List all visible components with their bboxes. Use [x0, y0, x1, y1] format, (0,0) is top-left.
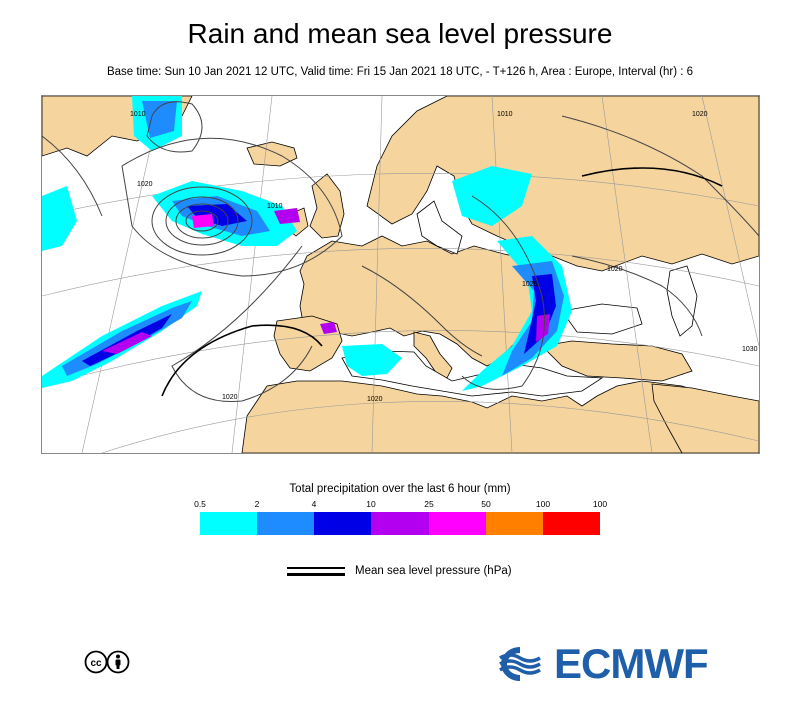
- ecmwf-swirl-icon: [499, 647, 541, 681]
- legend-tick: 50: [481, 499, 491, 509]
- ecmwf-logo: ECMWF: [490, 640, 709, 688]
- isobar-label: 1020: [522, 281, 538, 288]
- legend-swatch: [485, 512, 543, 535]
- legend-swatch: [257, 512, 315, 535]
- precip-purple-3: [274, 208, 300, 224]
- msl-legend: Mean sea level pressure (hPa): [287, 564, 512, 578]
- legend-swatch: [314, 512, 372, 535]
- isobar-label: 1020: [137, 181, 153, 188]
- isobar-label: 1010: [130, 111, 146, 118]
- land-middle-east: [651, 383, 759, 453]
- isobar-labels: 1010 1010 1010 1020 1020 1020 1020 1020 …: [130, 111, 758, 403]
- sea-mediterranean: [341, 350, 604, 397]
- weather-map: 1010 1010 1010 1020 1020 1020 1020 1020 …: [41, 95, 760, 454]
- precip-cyan-4: [452, 166, 532, 226]
- legend-tick: 0.5: [194, 499, 206, 509]
- legend-tick: 4: [311, 499, 317, 509]
- map-subtitle: Base time: Sun 10 Jan 2021 12 UTC, Valid…: [106, 66, 694, 78]
- precip-dark-3: [187, 204, 247, 226]
- sea-caspian: [666, 265, 698, 337]
- legend-tick: 2: [254, 499, 260, 509]
- legend-tick: 100: [592, 499, 608, 509]
- land-turkey: [541, 340, 693, 382]
- isobar-label: 1030: [742, 346, 758, 353]
- isobar-label: 1010: [497, 111, 513, 118]
- precip-purple-4: [320, 322, 337, 334]
- sea-black: [561, 303, 643, 335]
- isobars: [42, 101, 759, 403]
- graticule: [42, 96, 759, 453]
- msl-legend-label: Mean sea level pressure (hPa): [355, 565, 512, 577]
- svg-text:cc: cc: [90, 658, 102, 669]
- map-title: Rain and mean sea level pressure: [187, 18, 613, 49]
- precip-colorbar: [200, 512, 600, 535]
- precip-cyan-7: [42, 186, 77, 251]
- isobar-label: 1020: [607, 266, 623, 273]
- isobar-label: 1020: [222, 394, 238, 401]
- legend-swatch: [542, 512, 600, 535]
- precip-blue-4: [142, 101, 177, 138]
- land-scandinavia: [366, 96, 759, 272]
- sea-baltic: [416, 200, 463, 255]
- isobar-label: 1020: [692, 111, 708, 118]
- precip-magenta-1: [192, 214, 214, 228]
- sea-areas: [341, 200, 698, 397]
- legend-tick: 100: [535, 499, 551, 509]
- legend-swatch: [428, 512, 486, 535]
- isobars-bold: [161, 167, 723, 397]
- precip-dark-1: [524, 274, 556, 354]
- legend-swatch: [200, 512, 258, 535]
- land-britain: [309, 173, 345, 239]
- precip-purple-1: [102, 332, 152, 354]
- isobar-label: 1020: [367, 396, 383, 403]
- isobar-line-sample: [287, 567, 345, 576]
- precipitation: [42, 96, 572, 391]
- cc-by-icon: cc: [84, 650, 130, 679]
- precip-purple-2: [536, 314, 550, 342]
- legend-swatch: [371, 512, 429, 535]
- map-canvas: 1010 1010 1010 1020 1020 1020 1020 1020 …: [42, 96, 759, 453]
- ecmwf-logo-text: ECMWF: [554, 640, 709, 687]
- precip-legend-title: Total precipitation over the last 6 hour…: [289, 483, 511, 495]
- isobar-label: 1010: [267, 203, 283, 210]
- legend-tick: 25: [424, 499, 434, 509]
- land-iceland: [246, 141, 298, 167]
- precip-legend-ticks: 0.5 2 4 10 25 50 100 100: [194, 499, 607, 511]
- precip-cyan-6: [342, 344, 402, 376]
- legend-tick: 10: [366, 499, 376, 509]
